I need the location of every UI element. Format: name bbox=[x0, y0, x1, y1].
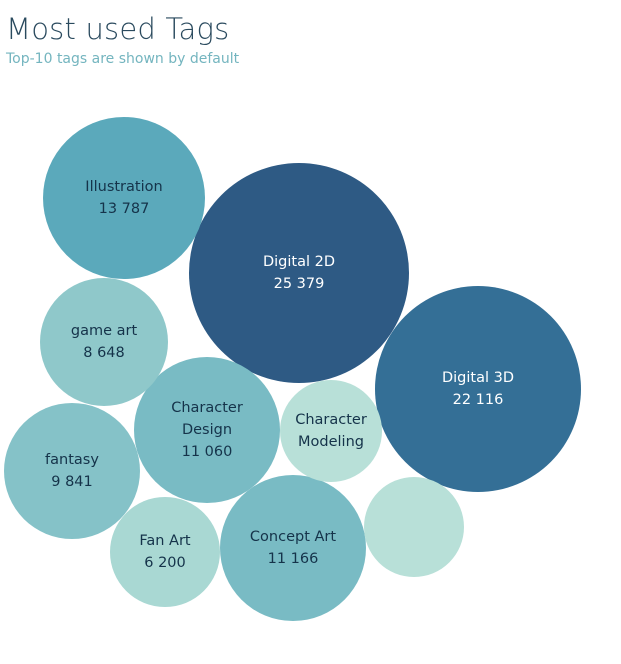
bubble-name-label: game art bbox=[71, 323, 138, 339]
bubble-fan-art[interactable]: Fan Art 6 200 bbox=[110, 497, 220, 607]
chart-subtitle: Top-10 tags are shown by default bbox=[6, 51, 240, 67]
bubble-concept-art[interactable]: Concept Art 11 166 bbox=[220, 475, 366, 621]
bubble-unlabeled-9[interactable] bbox=[364, 477, 464, 577]
bubble-value-label: 11 060 bbox=[182, 444, 233, 460]
bubble-circle[interactable] bbox=[40, 278, 168, 406]
bubble-value-label: 22 116 bbox=[453, 392, 504, 408]
bubble-circle[interactable] bbox=[364, 477, 464, 577]
bubble-name-label: Fan Art bbox=[139, 533, 191, 549]
bubble-value-label: 9 841 bbox=[51, 474, 93, 490]
bubble-value-label: 6 200 bbox=[144, 555, 186, 571]
bubble-name-label: Illustration bbox=[85, 179, 162, 195]
bubble-game-art[interactable]: game art 8 648 bbox=[40, 278, 168, 406]
bubble-circle[interactable] bbox=[134, 357, 280, 503]
bubble-name-label: Character bbox=[171, 400, 243, 416]
bubble-circle[interactable] bbox=[4, 403, 140, 539]
bubble-circle[interactable] bbox=[280, 380, 382, 482]
bubble-name-label: fantasy bbox=[45, 452, 99, 468]
bubble-circle[interactable] bbox=[43, 117, 205, 279]
bubble-value-label: 25 379 bbox=[274, 276, 325, 292]
bubble-value-label: 13 787 bbox=[99, 201, 150, 217]
bubble-name-label: Digital 2D bbox=[263, 254, 335, 270]
bubble-circle[interactable] bbox=[110, 497, 220, 607]
bubble-digital-3d[interactable]: Digital 3D 22 116 bbox=[375, 286, 581, 492]
chart-title: Most used Tags bbox=[6, 12, 230, 46]
bubble-circle[interactable] bbox=[375, 286, 581, 492]
bubble-character-modeling[interactable]: Character Modeling bbox=[280, 380, 382, 482]
bubble-value-label: 11 166 bbox=[268, 551, 319, 567]
bubble-name-label: Modeling bbox=[298, 434, 364, 450]
bubble-name-label: Concept Art bbox=[250, 529, 336, 545]
bubble-name-label: Character bbox=[295, 412, 367, 428]
bubble-circle[interactable] bbox=[220, 475, 366, 621]
bubble-character-design[interactable]: Character Design 11 060 bbox=[134, 357, 280, 503]
bubble-name-label: Design bbox=[182, 422, 232, 438]
bubble-digital-2d[interactable]: Digital 2D 25 379 bbox=[189, 163, 409, 383]
bubble-value-label: 8 648 bbox=[83, 345, 125, 361]
bubble-fantasy[interactable]: fantasy 9 841 bbox=[4, 403, 140, 539]
bubble-circle[interactable] bbox=[189, 163, 409, 383]
bubble-name-label: Digital 3D bbox=[442, 370, 514, 386]
chart-header: Most used Tags Top-10 tags are shown by … bbox=[6, 10, 239, 68]
bubble-illustration[interactable]: Illustration 13 787 bbox=[43, 117, 205, 279]
